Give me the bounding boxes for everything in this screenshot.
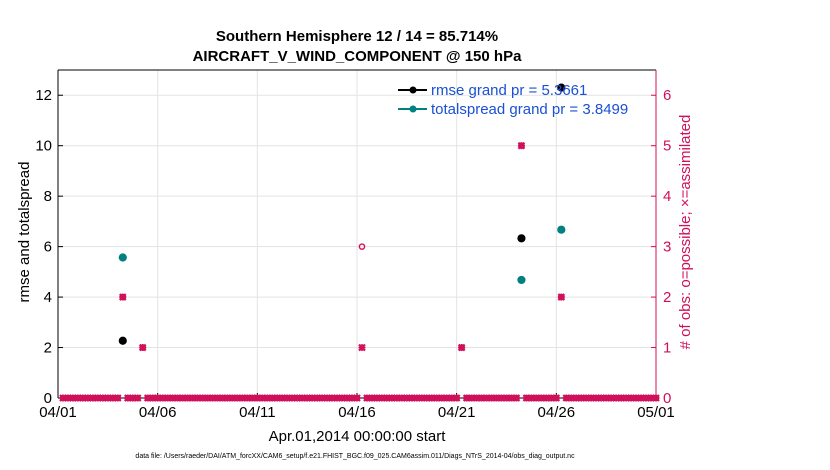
- chart-title: Southern Hemisphere 12 / 14 = 85.714%: [216, 28, 498, 45]
- y-tick-label-left: 8: [44, 188, 52, 205]
- axes: 04/01 04/06 04/11 04/16 04/21 04/26 05/0102468…: [35, 69, 675, 421]
- x-tick-label: 05/01: [637, 404, 675, 421]
- x-tick-label: 04/11: [239, 404, 275, 421]
- x-tick-label: 04/26: [538, 404, 576, 421]
- y-tick-label-right: 4: [663, 188, 671, 205]
- obs-assimilated-point: [358, 343, 366, 352]
- totalspread-point: [517, 275, 526, 285]
- obs-assimilated-point: [452, 394, 461, 402]
- rmse-point: [517, 234, 526, 243]
- y-tick-label-left: 0: [44, 390, 52, 407]
- x-tick-label: 04/01: [39, 404, 77, 421]
- y-tick-label-right: 2: [663, 289, 671, 306]
- obs-assimilated-point: [652, 394, 660, 402]
- y-tick-label-left: 2: [44, 340, 52, 357]
- obs-assimilated-point: [133, 394, 142, 402]
- obs-assimilated-point: [119, 293, 127, 301]
- x-axis-label: Apr.01,2014 00:00:00 start: [269, 428, 447, 445]
- obs-possible-point: [358, 243, 366, 250]
- y-tick-label-left: 4: [44, 289, 52, 306]
- y-tick-label-left: 10: [35, 138, 52, 155]
- obs-assimilated-point: [512, 394, 521, 402]
- y-tick-label-right: 6: [663, 87, 671, 104]
- rmse-point: [557, 83, 566, 92]
- y-tick-label-right: 5: [663, 138, 671, 155]
- legend-marker-totalspread: [409, 105, 417, 113]
- obs-assimilated-point: [138, 343, 147, 352]
- y-tick-label-right: 0: [663, 390, 671, 407]
- legend-marker-rmse: [409, 86, 417, 94]
- totalspread-point: [557, 225, 566, 234]
- obs-assimilated-point: [517, 141, 526, 150]
- y-tick-label-right: 3: [663, 239, 671, 256]
- chart-subtitle: AIRCRAFT_V_WIND_COMPONENT @ 150 hPa: [193, 48, 523, 65]
- legend-label-totalspread: totalspread grand pr = 3.8499: [431, 101, 628, 118]
- obs-assimilated-point: [353, 394, 361, 402]
- x-tick-label: 04/16: [338, 404, 376, 421]
- legend: rmse grand pr = 5.3661 totalspread grand…: [398, 82, 628, 118]
- obs-assimilated-point: [457, 343, 466, 352]
- totalspread-point: [118, 253, 127, 262]
- x-tick-label: 04/21: [438, 404, 476, 421]
- legend-label-rmse: rmse grand pr = 5.3661: [431, 82, 587, 99]
- y-axis-label-right: # of obs: o=possible; ×=assimilated: [677, 115, 694, 350]
- obs-assimilated-point: [552, 394, 561, 402]
- y-tick-label-left: 12: [35, 87, 52, 104]
- rmse-point: [118, 336, 127, 345]
- y-axis-label-left: rmse and totalspread: [16, 162, 33, 303]
- x-tick-label: 04/06: [139, 404, 177, 421]
- footnote-data-file: data file: /Users/raeder/DAI/ATM_forcXX/…: [135, 453, 575, 460]
- y-tick-label-right: 1: [663, 340, 671, 357]
- obs-assimilated-point: [557, 293, 566, 301]
- obs-assimilated-point: [114, 394, 122, 402]
- data-marks: [59, 83, 660, 402]
- y-tick-label-left: 6: [44, 239, 52, 256]
